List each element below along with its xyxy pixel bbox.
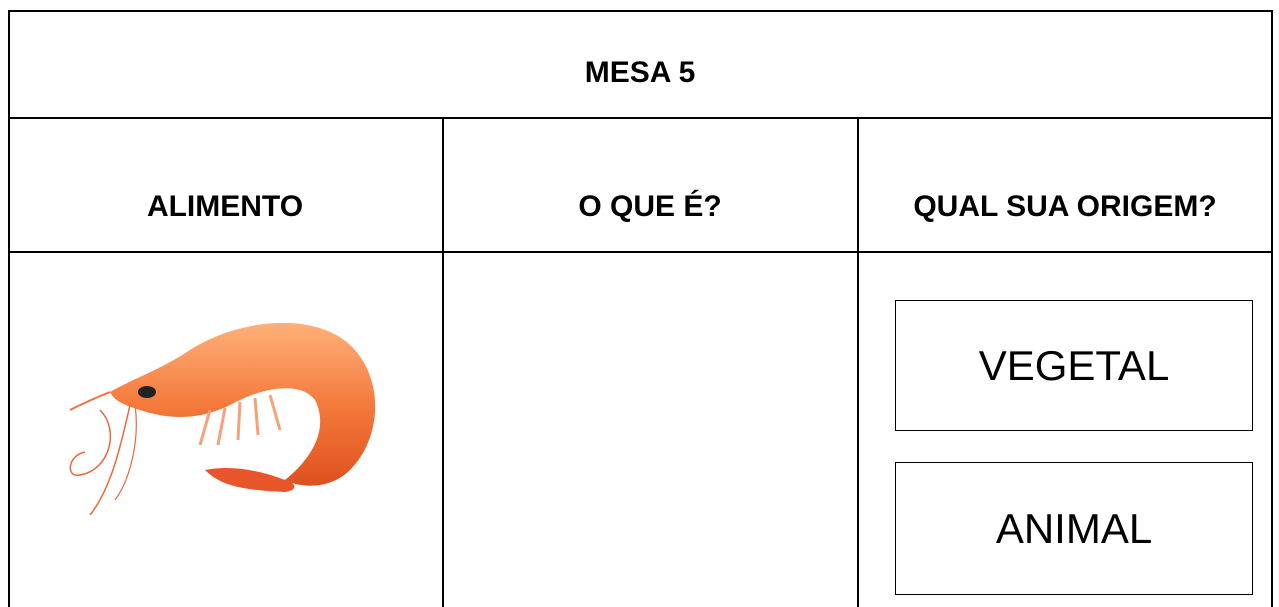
border-right [1271, 10, 1273, 607]
column-header: ALIMENTO [146, 190, 304, 223]
column-header: O QUE É? [578, 190, 722, 223]
option-button[interactable]: ANIMAL [895, 462, 1253, 595]
row-divider [8, 251, 1272, 253]
border-left [8, 10, 10, 607]
border-top [8, 10, 1272, 12]
column-divider [857, 117, 859, 607]
table-title: MESA 5 [584, 56, 696, 89]
option-button[interactable]: VEGETAL [895, 300, 1253, 431]
shrimp-image [69, 322, 376, 516]
column-divider [442, 117, 444, 607]
column-header: QUAL SUA ORIGEM? [913, 190, 1217, 223]
row-divider [8, 117, 1272, 119]
